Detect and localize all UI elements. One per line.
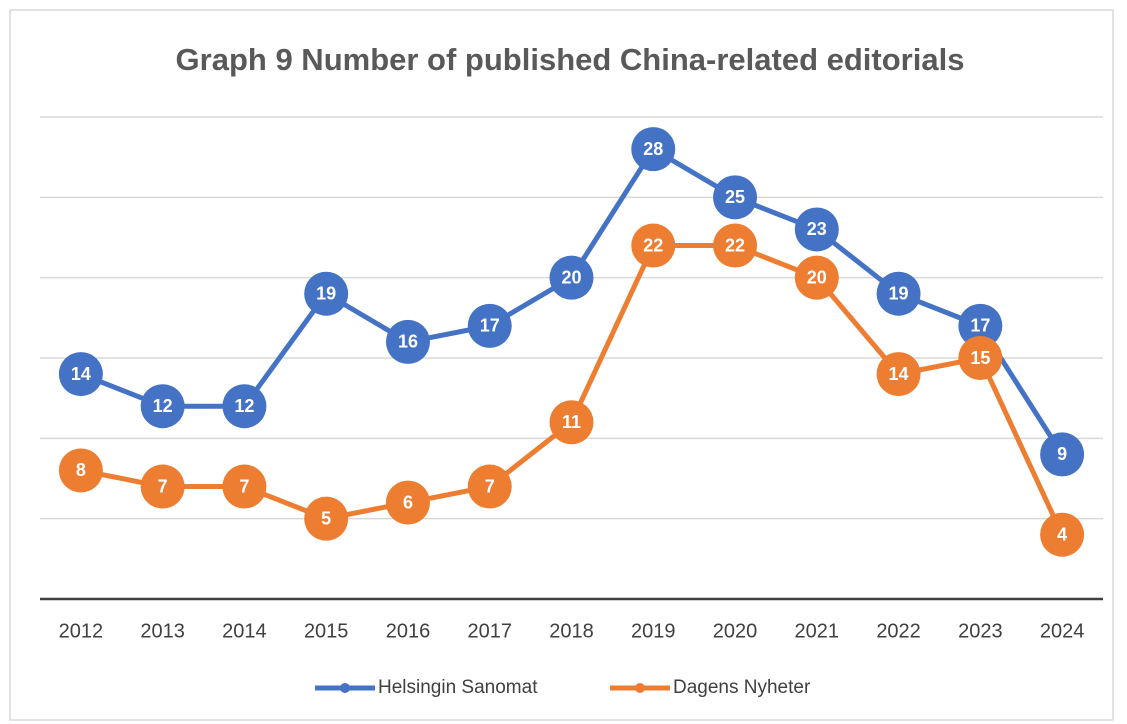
x-tick-label: 2023 — [958, 620, 1003, 642]
data-point — [794, 207, 839, 252]
data-point — [58, 448, 103, 493]
data-label: 6 — [403, 492, 413, 512]
data-label: 12 — [234, 396, 254, 416]
data-label: 20 — [807, 267, 827, 287]
data-label: 17 — [480, 316, 500, 336]
data-point — [713, 175, 758, 220]
data-point — [549, 400, 594, 445]
data-point — [631, 223, 676, 268]
x-tick-label: 2012 — [59, 620, 104, 642]
data-label: 12 — [153, 396, 173, 416]
x-tick-label: 2021 — [795, 620, 840, 642]
data-label: 22 — [725, 235, 745, 255]
data-point — [876, 271, 921, 316]
x-tick-label: 2022 — [876, 620, 921, 642]
x-tick-label: 2019 — [631, 620, 676, 642]
data-label: 25 — [725, 187, 745, 207]
data-point — [467, 303, 512, 348]
x-tick-label: 2024 — [1040, 620, 1085, 642]
data-label: 4 — [1057, 524, 1067, 544]
x-tick-label: 2014 — [222, 620, 267, 642]
data-label: 7 — [485, 476, 495, 496]
data-label: 11 — [562, 412, 581, 432]
x-tick-label: 2017 — [467, 620, 512, 642]
x-tick-label: 2018 — [549, 620, 594, 642]
data-point — [222, 464, 267, 509]
data-label: 16 — [398, 332, 418, 352]
data-point — [876, 352, 921, 397]
data-label: 20 — [561, 267, 581, 287]
data-label: 5 — [321, 508, 331, 528]
chart-border — [9, 9, 1114, 721]
data-label: 7 — [158, 476, 168, 496]
data-point — [1040, 512, 1085, 557]
data-label: 17 — [970, 316, 990, 336]
data-point — [140, 464, 185, 509]
data-label: 9 — [1057, 444, 1067, 464]
chart-title: Graph 9 Number of published China-relate… — [176, 42, 965, 77]
legend-marker — [340, 683, 350, 693]
legend-marker — [635, 683, 645, 693]
data-point — [304, 271, 349, 316]
data-point — [385, 480, 430, 525]
data-label: 19 — [889, 283, 909, 303]
data-label: 19 — [316, 283, 336, 303]
x-tick-label: 2020 — [713, 620, 758, 642]
data-point — [58, 352, 103, 397]
data-point — [385, 319, 430, 364]
data-point — [549, 255, 594, 300]
data-point — [222, 384, 267, 429]
x-tick-label: 2016 — [386, 620, 431, 642]
data-point — [794, 255, 839, 300]
data-point — [631, 127, 676, 172]
data-label: 28 — [643, 139, 663, 159]
data-label: 22 — [643, 235, 663, 255]
data-point — [713, 223, 758, 268]
data-label: 14 — [71, 364, 91, 384]
data-label: 23 — [807, 219, 827, 239]
data-point — [140, 384, 185, 429]
data-label: 14 — [889, 364, 909, 384]
data-label: 15 — [970, 348, 990, 368]
legend-label: Helsingin Sanomat — [378, 677, 538, 698]
legend-label: Dagens Nyheter — [673, 677, 811, 698]
data-point — [958, 303, 1003, 348]
data-point — [467, 464, 512, 509]
data-label: 7 — [239, 476, 249, 496]
data-point — [304, 496, 349, 541]
data-point — [1040, 432, 1085, 477]
x-tick-label: 2013 — [140, 620, 185, 642]
x-tick-label: 2015 — [304, 620, 349, 642]
data-label: 8 — [76, 460, 86, 480]
data-point — [958, 336, 1003, 380]
